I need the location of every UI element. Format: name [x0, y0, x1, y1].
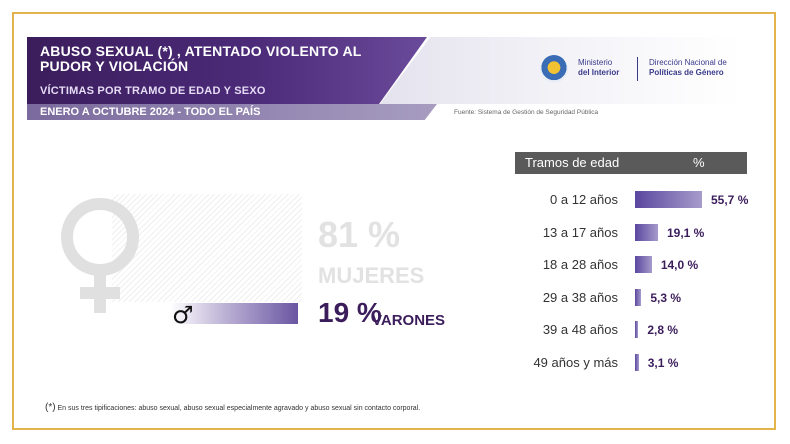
age-value-label: 5,3 % [650, 290, 682, 305]
age-value-label: 14,0 % [660, 258, 699, 272]
age-table-header: Tramos de edad % [515, 152, 747, 174]
ministry-name-line2: del Interior [578, 68, 620, 77]
direction-name-line2: Políticas de Género [649, 68, 724, 77]
male-symbol-icon: ♂ [172, 301, 194, 329]
ministry-logo: Ministerio del Interior Dirección Nacion… [540, 55, 770, 87]
age-label: 49 años y más [533, 354, 618, 370]
ministry-name-line1: Ministerio [578, 58, 613, 67]
men-share-bar [170, 303, 298, 324]
logo-divider [637, 57, 638, 81]
men-percentage: 19 % [318, 297, 382, 328]
female-symbol-icon [61, 198, 139, 313]
age-label: 39 a 48 años [542, 322, 618, 337]
page-title: ABUSO SEXUAL (*) , ATENTADO VIOLENTO AL … [40, 43, 362, 74]
direction-name-line1: Dirección Nacional de [649, 58, 727, 67]
age-bar [635, 288, 642, 306]
page-subtitle: VÍCTIMAS POR TRAMO DE EDAD Y SEXO [40, 85, 266, 97]
women-share-area [112, 194, 302, 302]
age-value-label: 19,1 % [666, 225, 705, 240]
age-value-label: 3,1 % [647, 355, 679, 370]
age-column-header: Tramos de edad [525, 155, 620, 170]
women-label: MUJERES [318, 263, 425, 288]
footnote: (*) En sus tres tipificaciones: abuso se… [45, 402, 420, 413]
age-label: 18 a 28 años [542, 257, 618, 272]
age-bar [635, 256, 652, 273]
period-label: ENERO A OCTUBRE 2024 - TODO EL PAÍS [40, 106, 261, 118]
age-label: 0 a 12 años [550, 192, 618, 207]
page-frame [12, 12, 776, 430]
period-band [27, 104, 437, 120]
header-band [27, 37, 427, 104]
men-label: VARONES [372, 312, 446, 329]
age-label: 29 a 38 años [542, 289, 618, 305]
age-value-label: 55,7 % [711, 193, 749, 207]
footnote-marker: (*) [45, 402, 56, 413]
uruguay-crest-icon [540, 55, 568, 83]
footnote-text: En sus tres tipificaciones: abuso sexual… [57, 405, 421, 412]
age-bar [635, 223, 658, 241]
source-note: Fuente: Sistema de Gestión de Seguridad … [454, 109, 599, 116]
age-value-label: 2,8 % [647, 323, 679, 337]
age-label: 13 a 17 años [542, 224, 618, 240]
percent-column-header: % [693, 155, 705, 170]
age-bar [635, 191, 702, 208]
women-percentage: 81 % [318, 214, 401, 255]
age-bar [635, 353, 639, 371]
age-bar [635, 321, 639, 338]
